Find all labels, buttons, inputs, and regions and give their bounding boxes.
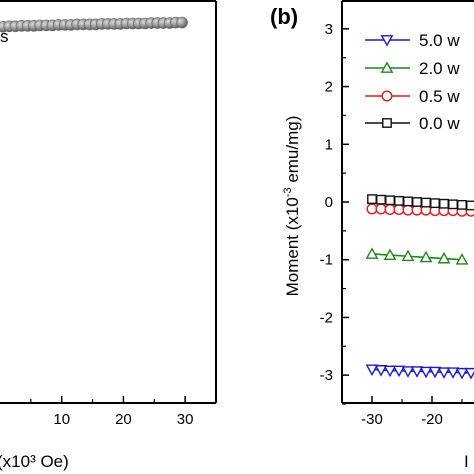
series-marker: [419, 366, 433, 379]
series-marker: [430, 198, 440, 209]
panel-a-title-fragment: s: [0, 27, 9, 46]
panel-b-x-tick-label: -20: [421, 411, 443, 428]
series-marker: [367, 194, 377, 205]
panel-b-y-tick-label: 2: [325, 79, 333, 96]
series-marker: [457, 199, 467, 210]
panel-b-y-tick-label: 0: [325, 194, 333, 211]
series-marker: [410, 366, 424, 378]
panel-b-x-axis-title-fragment: I: [464, 452, 469, 471]
series-marker: [383, 248, 397, 260]
panel-a-x-ticks: 10 20 30: [30, 396, 194, 428]
y-title-exponent: -3: [282, 187, 294, 197]
panel-b-x-tick-label: -30: [361, 411, 383, 428]
panel-a-series: [0, 16, 188, 33]
panel-b-legend: 5.0 w 2.0 w 0.5 w 0.0 w: [365, 31, 460, 133]
panel-b-label: (b): [270, 4, 298, 29]
series-marker: [448, 199, 458, 210]
panel-b-y-tick-label: -1: [320, 252, 333, 269]
panel-b-series: [365, 194, 474, 380]
series-marker: [421, 197, 431, 208]
series-marker: [366, 203, 378, 215]
series-marker: [455, 253, 469, 265]
series-marker: [384, 204, 396, 216]
legend-entry: 0.0 w: [365, 114, 460, 133]
series-marker: [365, 247, 379, 259]
series-marker: [375, 203, 387, 215]
panel-b-y-tick-label: -3: [320, 367, 333, 384]
legend-marker: [382, 118, 392, 128]
legend-label: 0.0 w: [419, 114, 460, 133]
series-5-0-w: [365, 364, 474, 380]
legend-label: 5.0 w: [419, 31, 460, 50]
y-title-part-1: Moment (x10: [283, 197, 302, 296]
panel-a-x-axis-title: (x10³ Oe): [0, 452, 69, 471]
series-marker: [437, 367, 451, 379]
legend-entry: 2.0 w: [365, 59, 460, 78]
series-marker: [403, 196, 413, 207]
panel-a-chart: s 10 20 30 (x10³ Oe): [0, 0, 217, 471]
legend-marker: [381, 90, 393, 102]
series-marker: [365, 364, 379, 377]
series-2-0-w: [365, 247, 469, 265]
panel-a-x-tick-label: 30: [177, 411, 194, 428]
panel-b-y-tick-label: 3: [325, 21, 333, 38]
legend-marker: [380, 35, 394, 47]
legend-marker: [380, 61, 394, 73]
legend-label: 0.5 w: [419, 87, 460, 106]
series-marker: [385, 195, 395, 206]
panel-b-y-tick-label: -2: [320, 309, 333, 326]
series-marker: [394, 195, 404, 206]
series-marker: [393, 204, 405, 216]
y-title-part-2: emu/mg): [283, 116, 302, 188]
series-0-0-w: [367, 194, 474, 211]
series-marker: [419, 250, 433, 263]
panel-b-ticks: 3 2 1 0 -1 -2 -3 -30 -20: [320, 0, 463, 428]
legend-entry: 5.0 w: [365, 31, 460, 50]
series-marker: [383, 365, 397, 378]
panel-b-chart: (b) 3 2 1 0 -1 -2 -3 -30 -20 5.0 w 2.0 w 0.5 w 0.0 …: [270, 0, 474, 471]
series-marker: [446, 367, 460, 379]
legend-label: 2.0 w: [419, 59, 460, 78]
legend-entry: 0.5 w: [365, 87, 460, 106]
series-marker: [401, 249, 415, 262]
panel-a-x-tick-label: 20: [115, 411, 132, 428]
panel-a-data-point: [176, 16, 188, 29]
series-marker: [374, 365, 388, 377]
panel-a-x-tick-label: 10: [53, 411, 70, 428]
series-marker: [455, 367, 469, 380]
series-marker: [401, 366, 415, 378]
panel-b-y-axis-title: Moment (x10-3 emu/mg): [282, 116, 302, 297]
series-marker: [439, 198, 449, 209]
series-marker: [392, 365, 406, 378]
panel-b-y-tick-label: 1: [325, 136, 333, 153]
series-marker: [428, 366, 442, 379]
series-marker: [376, 194, 386, 205]
series-marker: [402, 204, 414, 216]
series-marker: [412, 197, 422, 207]
series-marker: [466, 200, 474, 211]
series-marker: [437, 251, 451, 264]
